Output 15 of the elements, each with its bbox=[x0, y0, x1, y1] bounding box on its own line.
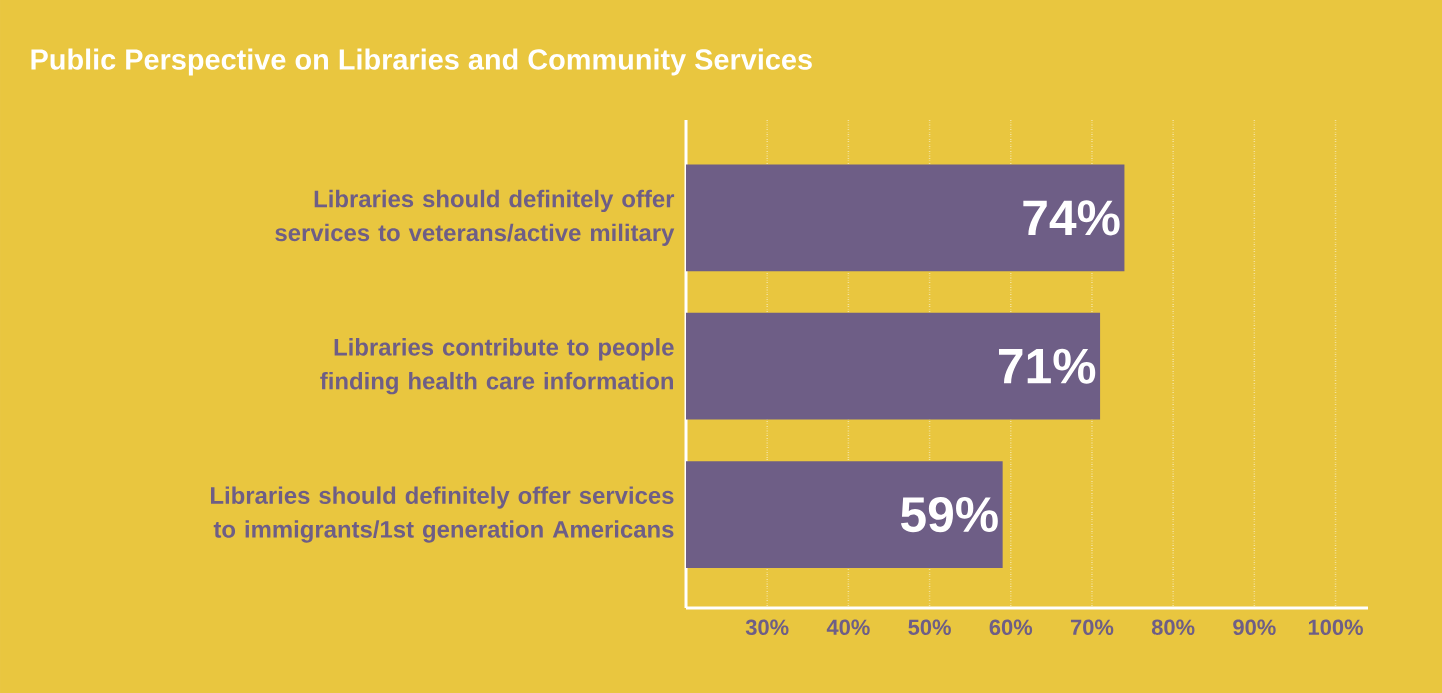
y-tick-label: Libraries contribute to people finding health care information bbox=[320, 338, 674, 395]
x-tick-label: 50% bbox=[908, 619, 951, 636]
x-tick-label: 60% bbox=[989, 619, 1033, 636]
y-tick-label: Libraries should definitely offer services to immigrants/1st generation Americans bbox=[211, 486, 674, 543]
x-tick-label: 80% bbox=[1151, 619, 1195, 636]
x-tick-label: 40% bbox=[826, 619, 870, 636]
y-tick-label: Libraries should definitely offer services to veterans/active military bbox=[275, 189, 675, 246]
x-tick-label: 30% bbox=[745, 619, 789, 636]
data-label: 71% bbox=[999, 348, 1096, 384]
data-label: 74% bbox=[1023, 200, 1120, 236]
x-tick-label: 70% bbox=[1070, 619, 1114, 636]
text: Public Perspective on Libraries and Community Services bbox=[31, 48, 812, 76]
x-tick-label: 100% bbox=[1308, 619, 1363, 636]
x-tick-label: 90% bbox=[1233, 619, 1276, 636]
data-label: 59% bbox=[900, 496, 998, 533]
